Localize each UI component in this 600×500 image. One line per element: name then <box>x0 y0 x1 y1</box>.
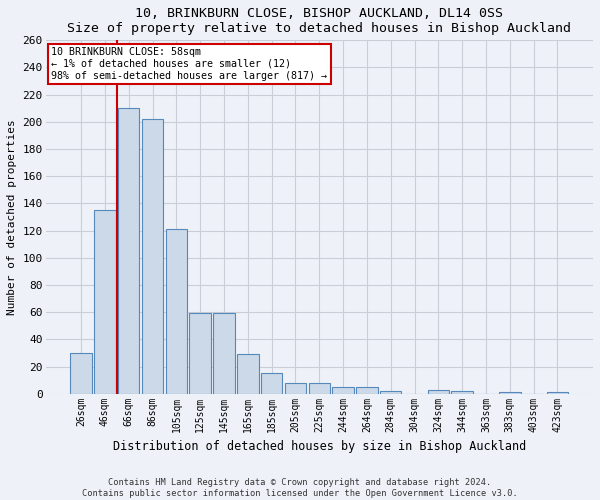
Bar <box>285 383 306 394</box>
Bar <box>356 387 377 394</box>
Bar <box>547 392 568 394</box>
Bar <box>190 314 211 394</box>
Bar <box>499 392 521 394</box>
Bar <box>428 390 449 394</box>
Bar <box>332 387 354 394</box>
Text: Contains HM Land Registry data © Crown copyright and database right 2024.
Contai: Contains HM Land Registry data © Crown c… <box>82 478 518 498</box>
Bar <box>70 353 92 394</box>
Text: 10 BRINKBURN CLOSE: 58sqm
← 1% of detached houses are smaller (12)
98% of semi-d: 10 BRINKBURN CLOSE: 58sqm ← 1% of detach… <box>51 48 327 80</box>
Bar <box>118 108 139 394</box>
Bar <box>308 383 330 394</box>
Bar <box>380 391 401 394</box>
Bar <box>451 391 473 394</box>
Bar <box>261 374 283 394</box>
Bar <box>94 210 116 394</box>
Bar <box>142 119 163 394</box>
Bar <box>166 229 187 394</box>
Bar <box>237 354 259 394</box>
X-axis label: Distribution of detached houses by size in Bishop Auckland: Distribution of detached houses by size … <box>113 440 526 453</box>
Y-axis label: Number of detached properties: Number of detached properties <box>7 119 17 315</box>
Bar <box>214 314 235 394</box>
Title: 10, BRINKBURN CLOSE, BISHOP AUCKLAND, DL14 0SS
Size of property relative to deta: 10, BRINKBURN CLOSE, BISHOP AUCKLAND, DL… <box>67 7 571 35</box>
